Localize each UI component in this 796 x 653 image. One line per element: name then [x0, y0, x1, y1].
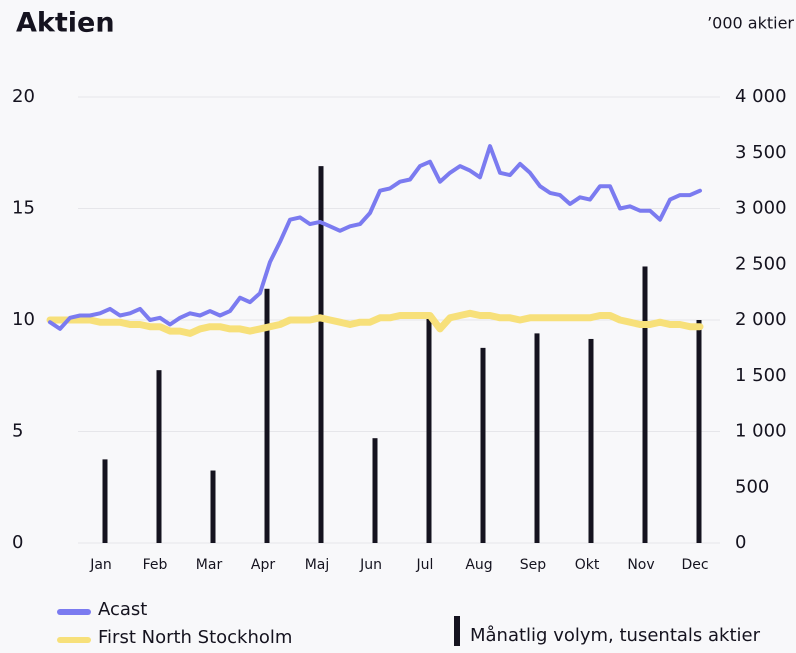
series-line [48, 144, 702, 331]
legend-swatch [454, 616, 460, 646]
legend-label: First North Stockholm [98, 627, 292, 648]
y2-tick-label: 500 [735, 476, 769, 497]
bar [480, 347, 486, 543]
unit-label: ’000 aktier [707, 14, 794, 33]
y2-tick-label: 1 500 [735, 365, 787, 386]
y2-tick-label: 2 500 [735, 253, 787, 274]
y-tick-label: 15 [12, 198, 35, 219]
y-tick-label: 10 [12, 309, 35, 330]
x-tick-label: Sep [520, 557, 547, 573]
x-tick-label: Maj [305, 557, 330, 573]
legend-label: Acast [98, 599, 147, 620]
bar [426, 317, 432, 543]
x-tick-label: Dec [681, 557, 708, 573]
y-tick-label: 20 [12, 86, 35, 107]
y2-tick-label: 0 [735, 532, 746, 553]
bar [318, 166, 324, 543]
legend-label: Månatlig volym, tusentals aktier [470, 625, 761, 646]
y2-tick-label: 2 000 [735, 309, 787, 330]
bar [642, 266, 648, 543]
x-tick-label: Apr [251, 557, 275, 573]
bar [102, 459, 108, 543]
y-tick-label: 0 [12, 532, 23, 553]
bar [696, 320, 702, 543]
x-tick-label: Jan [89, 557, 112, 573]
bar [372, 438, 378, 543]
bar [264, 288, 270, 543]
bar [534, 333, 540, 543]
x-tick-label: Jul [416, 557, 434, 573]
x-tick-label: Nov [627, 557, 654, 573]
y2-tick-label: 3 500 [735, 142, 787, 163]
y-tick-label: 5 [12, 421, 23, 442]
y2-tick-label: 1 000 [735, 421, 787, 442]
y2-tick-label: 4 000 [735, 86, 787, 107]
x-tick-label: Mar [196, 557, 223, 573]
x-tick-label: Feb [143, 557, 168, 573]
series-line [46, 309, 704, 337]
x-tick-label: Jun [359, 557, 382, 573]
bar [156, 370, 162, 543]
x-tick-label: Okt [575, 557, 600, 573]
x-tick-label: Aug [465, 557, 492, 573]
bar [588, 338, 594, 543]
y2-tick-label: 3 000 [735, 198, 787, 219]
bar [210, 470, 216, 543]
chart-title: Aktien [16, 8, 115, 39]
